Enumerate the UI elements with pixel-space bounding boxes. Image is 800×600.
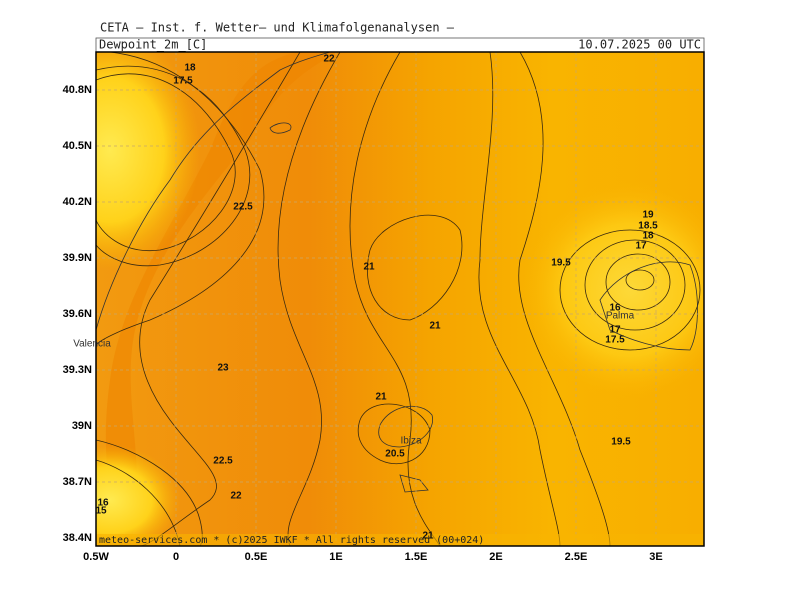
contour-label: 17.5 [173, 76, 193, 87]
contour-label: 18.5 [638, 221, 658, 232]
footer-band [96, 534, 704, 546]
lat-tick-label: 39.3N [63, 364, 92, 376]
contour-label: 17 [609, 325, 621, 336]
contours [96, 52, 701, 546]
coastlines [96, 52, 698, 493]
lon-tick-label: 1E [329, 551, 342, 563]
contour-label: 19 [642, 210, 654, 221]
contour-label: 19.5 [611, 437, 631, 448]
contour-label: 15 [95, 506, 107, 517]
map-frame [95, 51, 705, 547]
contour-label: 22 [323, 54, 335, 65]
variable-label: Dewpoint_2m_[C] [99, 38, 207, 52]
contour-label: 17.5 [605, 335, 625, 346]
contour-label: 18 [642, 231, 654, 242]
lon-tick-label: 0.5E [245, 551, 268, 563]
lat-tick-label: 40.5N [63, 140, 92, 152]
contour-label: 22 [230, 491, 242, 502]
contour-label: 16 [97, 498, 109, 509]
lat-tick-label: 40.8N [63, 84, 92, 96]
contour-label: 21 [429, 321, 441, 332]
contour-label: 23 [217, 363, 229, 374]
lon-tick-label: 2E [489, 551, 502, 563]
lon-tick-label: 0 [173, 551, 179, 563]
contour-label: 21 [422, 531, 434, 542]
moist-area [96, 52, 200, 270]
contour-label: 18 [184, 63, 196, 74]
lon-tick-label: 1.5E [405, 551, 428, 563]
moist-area [96, 445, 180, 546]
contour-label: 16 [609, 303, 621, 314]
place-label: Palma [606, 311, 635, 322]
contour-label: 21 [363, 262, 375, 273]
contour-label: 19.5 [551, 258, 571, 269]
lat-tick-label: 39.9N [63, 252, 92, 264]
lon-tick-label: 2.5E [565, 551, 588, 563]
map-area: meteo-services.com * (c)2025 IWKF * All … [96, 52, 704, 546]
lat-tick-label: 38.4N [63, 532, 92, 544]
footer-text: meteo-services.com * (c)2025 IWKF * All … [99, 535, 484, 546]
header-title: CETA – Inst. f. Wetter– und Klimafolgena… [100, 21, 455, 35]
moist-area [520, 180, 704, 400]
datetime-label: 10.07.2025 00 UTC [578, 38, 701, 52]
lat-tick-label: 39.6N [63, 308, 92, 320]
contour-label: 22.5 [213, 456, 233, 467]
place-label: Valencia [73, 339, 111, 350]
labels: 40.8N 40.5N 40.2N 39.9N 39.6N 39.3N 39N 38.7N 38… [63, 54, 663, 563]
lon-tick-label: 0.5W [83, 551, 109, 563]
lat-tick-label: 40.2N [63, 196, 92, 208]
contour-label: 20.5 [385, 449, 405, 460]
contour-label: 17 [635, 241, 647, 252]
lat-tick-label: 39N [72, 420, 92, 432]
grid [96, 52, 704, 546]
contour-label: 22.5 [233, 202, 253, 213]
lon-tick-label: 3E [649, 551, 662, 563]
contour-label: 21 [375, 392, 387, 403]
lat-tick-label: 38.7N [63, 476, 92, 488]
place-label: Ibiza [400, 436, 422, 447]
